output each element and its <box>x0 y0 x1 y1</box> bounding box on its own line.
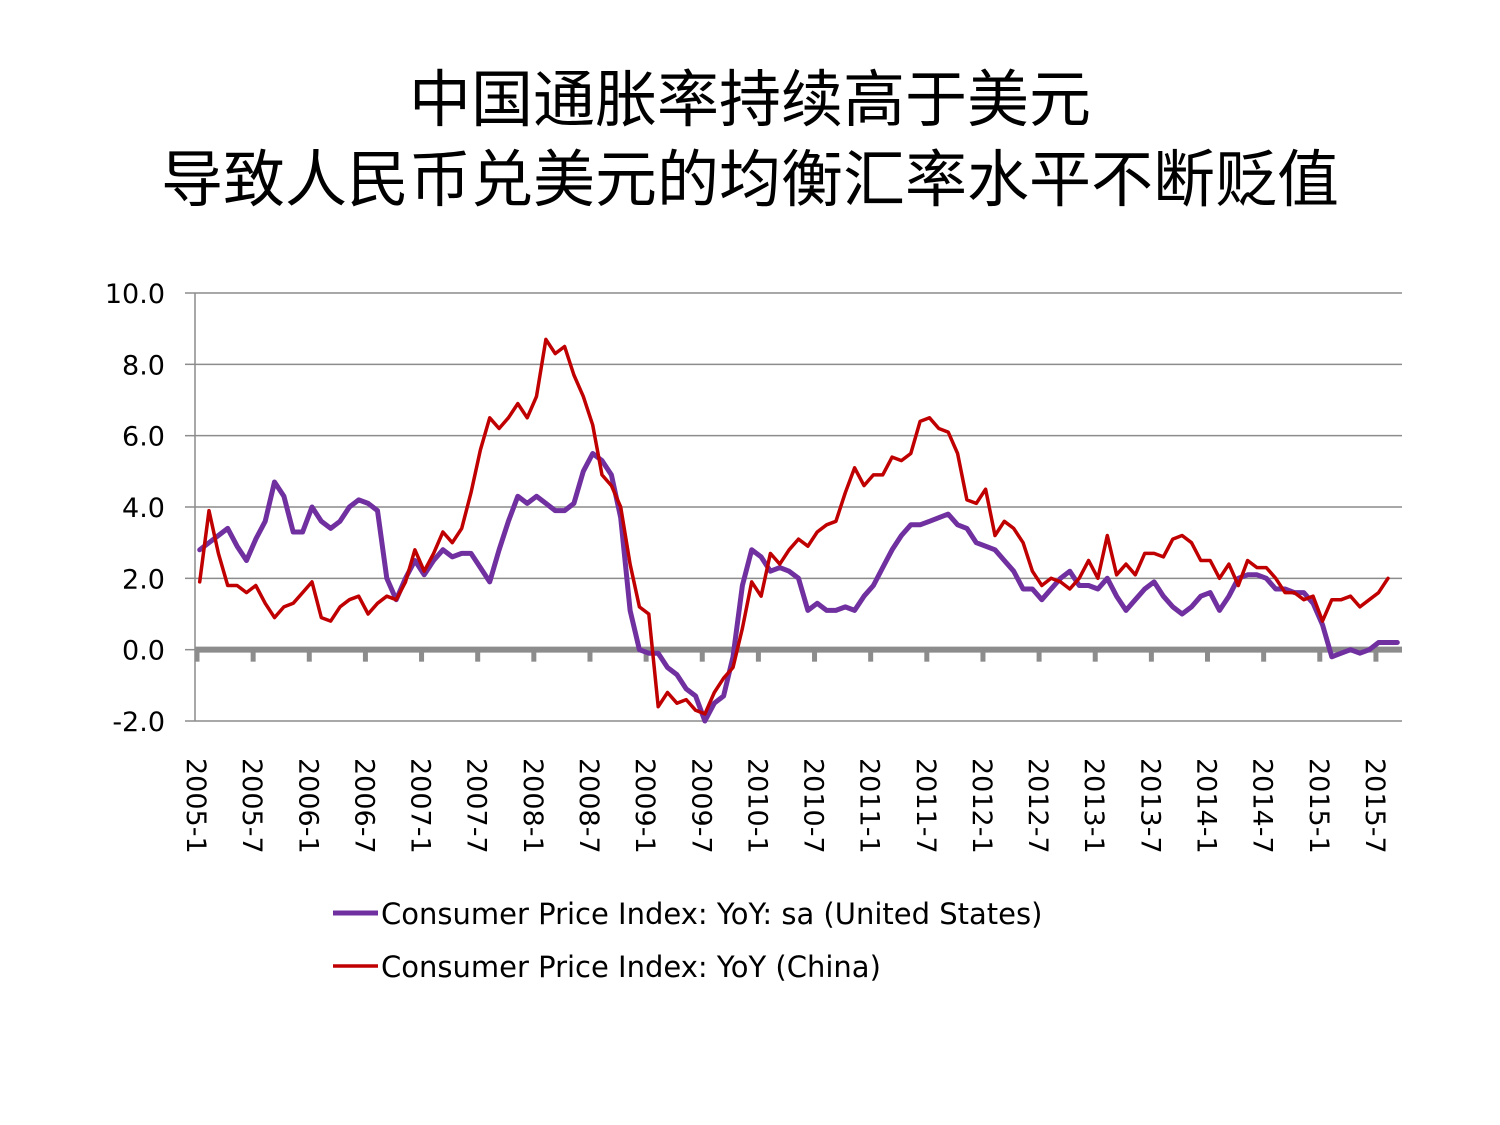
x-tick-label: 2007-1 <box>405 758 436 854</box>
x-tick-label: 2010-1 <box>741 758 772 854</box>
x-tick-label: 2006-7 <box>348 758 379 854</box>
y-tick-label: 2.0 <box>122 564 165 595</box>
gridlines <box>195 292 1402 722</box>
x-tick-label: 2005-1 <box>180 758 211 854</box>
x-tick-label: 2014-7 <box>1247 758 1278 854</box>
x-tick-label: 2007-7 <box>461 758 492 854</box>
x-tick-label: 2015-1 <box>1303 758 1334 854</box>
x-tick-label: 2014-1 <box>1191 758 1222 854</box>
x-tick-label: 2012-7 <box>1022 758 1053 854</box>
x-tick-label: 2012-1 <box>966 758 997 854</box>
x-tick-label: 2010-7 <box>798 758 829 854</box>
x-tick-label: 2009-1 <box>629 758 660 854</box>
y-tick-label: 6.0 <box>122 422 165 453</box>
y-tick-label: 0.0 <box>122 636 165 667</box>
x-tick-label: 2008-1 <box>517 758 548 854</box>
y-tick-label: -2.0 <box>112 707 165 738</box>
y-tick-label: 8.0 <box>122 350 165 381</box>
x-tick-label: 2015-7 <box>1359 758 1390 854</box>
series-line-united-states <box>197 451 1400 724</box>
series-lines <box>197 337 1400 724</box>
series-line-china <box>197 337 1390 716</box>
x-tick-label: 2009-7 <box>685 758 716 854</box>
x-tick-label: 2013-7 <box>1134 758 1165 854</box>
y-axis-ticks: 10.0 8.0 6.0 4.0 2.0 0.0 -2.0 <box>105 279 195 738</box>
legend-label: Consumer Price Index: YoY: sa (United St… <box>381 897 1042 931</box>
x-tick-label: 2005-7 <box>236 758 267 854</box>
y-tick-label: 10.0 <box>105 279 165 310</box>
x-tick-label: 2013-1 <box>1078 758 1109 854</box>
chart-title-line-2: 导致人民币兑美元的均衡汇率水平不断贬值 <box>160 143 1339 216</box>
x-tick-label: 2011-7 <box>910 758 941 854</box>
x-tick-label: 2011-1 <box>854 758 885 854</box>
chart-title-line-1: 中国通胀率持续高于美元 <box>408 63 1091 136</box>
legend-label: Consumer Price Index: YoY (China) <box>381 950 881 984</box>
x-axis-ticks: 2005-1 2005-7 2006-1 2006-7 2007-1 2007-7 2008… <box>180 649 1390 854</box>
x-tick-label: 2006-1 <box>292 758 323 854</box>
x-tick-label: 2008-7 <box>573 758 604 854</box>
y-tick-label: 4.0 <box>122 493 165 524</box>
legend: Consumer Price Index: YoY: sa (United St… <box>333 897 1042 984</box>
